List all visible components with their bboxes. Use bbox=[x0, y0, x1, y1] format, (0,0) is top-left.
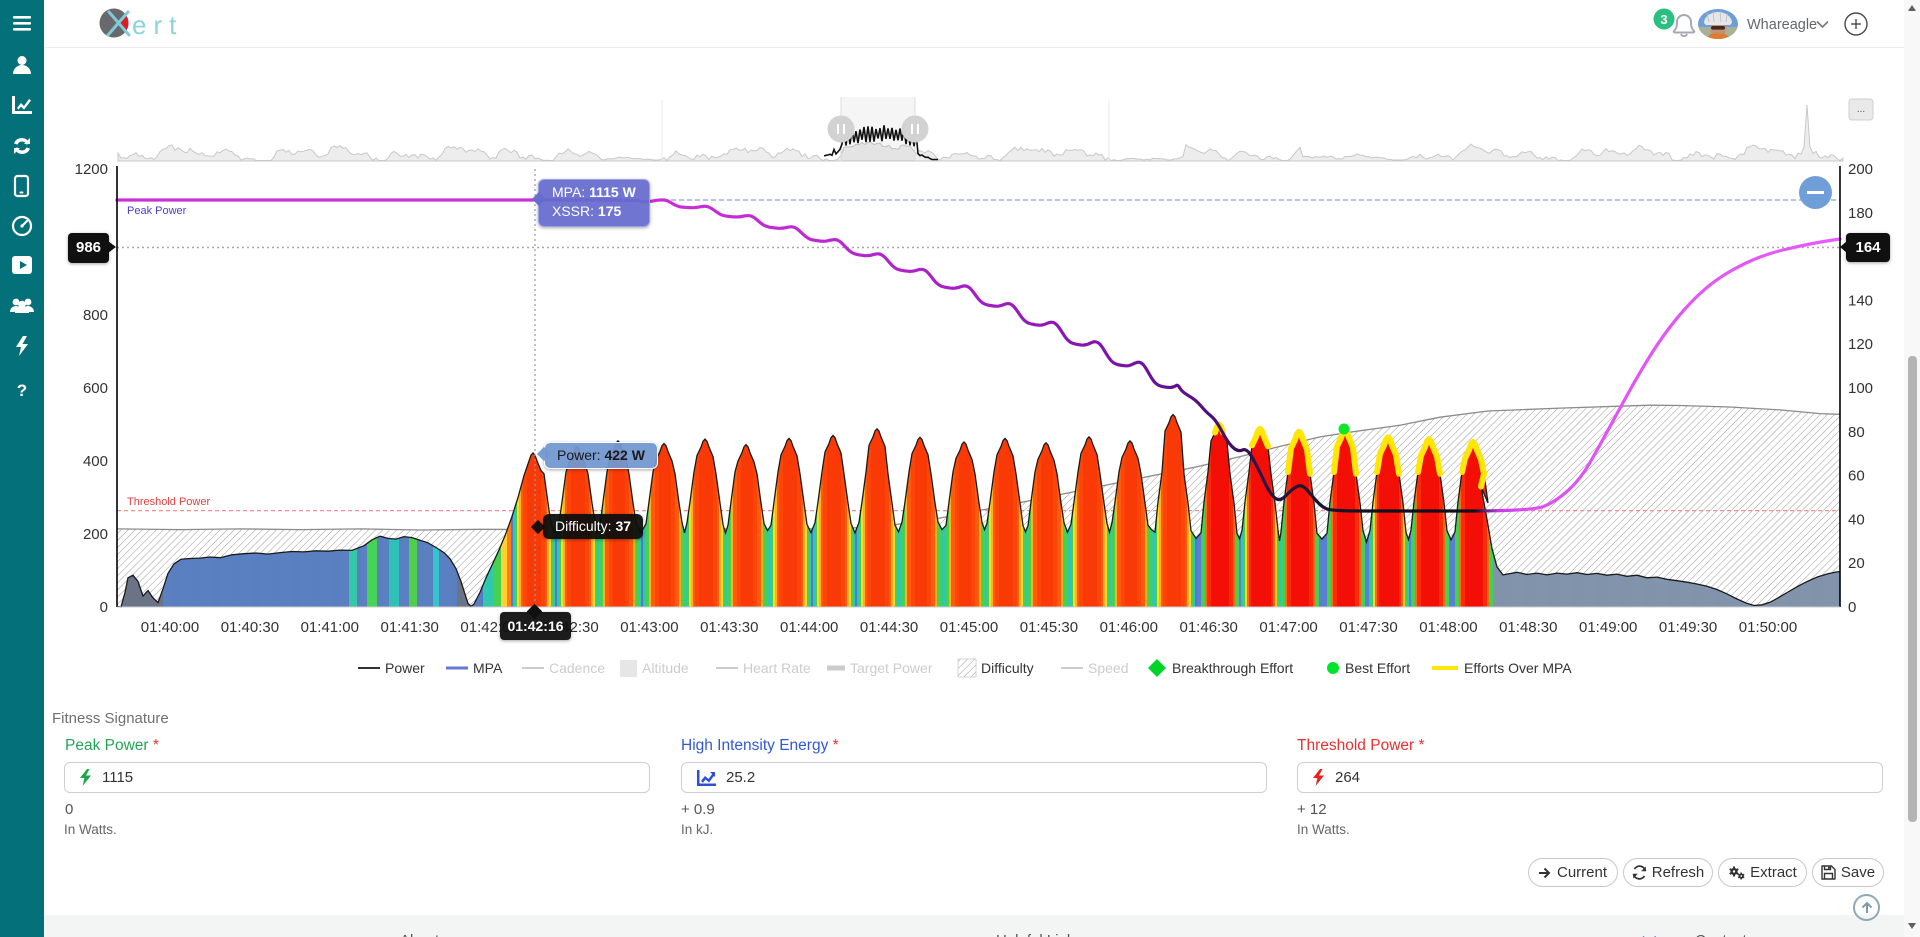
svg-text:Peak Power: Peak Power bbox=[127, 205, 187, 217]
svg-text:800: 800 bbox=[83, 307, 108, 324]
svg-text:0: 0 bbox=[100, 599, 108, 616]
svg-text:01:44:00: 01:44:00 bbox=[780, 619, 838, 636]
svg-text:ert: ert bbox=[132, 10, 183, 40]
svg-text:01:47:00: 01:47:00 bbox=[1259, 619, 1317, 636]
svg-text:Speed: Speed bbox=[1088, 660, 1128, 676]
svg-text:MPA: MPA bbox=[473, 660, 503, 676]
svg-text:01:41:30: 01:41:30 bbox=[381, 619, 439, 636]
svg-text:200: 200 bbox=[1848, 161, 1873, 178]
svg-text:0: 0 bbox=[1848, 599, 1856, 616]
svg-text:Altitude: Altitude bbox=[642, 660, 689, 676]
svg-text:120: 120 bbox=[1848, 336, 1873, 353]
svg-text:01:47:30: 01:47:30 bbox=[1339, 619, 1397, 636]
svg-text:Cadence: Cadence bbox=[549, 660, 605, 676]
svg-text:01:50:00: 01:50:00 bbox=[1739, 619, 1797, 636]
svg-text:Power: Power bbox=[385, 660, 425, 676]
svg-text:600: 600 bbox=[83, 380, 108, 397]
svg-text:400: 400 bbox=[83, 453, 108, 470]
svg-text:180: 180 bbox=[1848, 205, 1873, 222]
svg-text:60: 60 bbox=[1848, 468, 1865, 485]
svg-text:80: 80 bbox=[1848, 424, 1865, 441]
svg-text:01:44:30: 01:44:30 bbox=[860, 619, 918, 636]
svg-text:01:41:00: 01:41:00 bbox=[301, 619, 359, 636]
svg-text:01:48:00: 01:48:00 bbox=[1419, 619, 1477, 636]
svg-text:140: 140 bbox=[1848, 292, 1873, 309]
svg-text:...: ... bbox=[1857, 104, 1865, 115]
svg-text:01:40:30: 01:40:30 bbox=[221, 619, 279, 636]
svg-text:Best Effort: Best Effort bbox=[1345, 660, 1410, 676]
svg-text:100: 100 bbox=[1848, 380, 1873, 397]
svg-text:Difficulty: Difficulty bbox=[981, 660, 1034, 676]
svg-text:01:43:30: 01:43:30 bbox=[700, 619, 758, 636]
svg-text:01:45:30: 01:45:30 bbox=[1020, 619, 1078, 636]
svg-text:01:43:00: 01:43:00 bbox=[620, 619, 678, 636]
svg-text:01:49:00: 01:49:00 bbox=[1579, 619, 1637, 636]
svg-text:01:46:30: 01:46:30 bbox=[1180, 619, 1238, 636]
svg-text:01:40:00: 01:40:00 bbox=[141, 619, 199, 636]
svg-text:01:49:30: 01:49:30 bbox=[1659, 619, 1717, 636]
svg-text:01:45:00: 01:45:00 bbox=[940, 619, 998, 636]
svg-text:?: ? bbox=[17, 381, 27, 400]
svg-text:3: 3 bbox=[1660, 12, 1667, 27]
svg-text:Heart Rate: Heart Rate bbox=[743, 660, 811, 676]
svg-text:200: 200 bbox=[83, 526, 108, 543]
svg-text:Whareagle: Whareagle bbox=[1747, 17, 1817, 33]
svg-text:01:46:00: 01:46:00 bbox=[1100, 619, 1158, 636]
svg-text:01:48:30: 01:48:30 bbox=[1499, 619, 1557, 636]
svg-text:20: 20 bbox=[1848, 555, 1865, 572]
svg-text:Target Power: Target Power bbox=[850, 660, 933, 676]
svg-text:Threshold Power: Threshold Power bbox=[127, 496, 210, 508]
svg-text:Breakthrough Effort: Breakthrough Effort bbox=[1172, 660, 1293, 676]
svg-text:40: 40 bbox=[1848, 511, 1865, 528]
svg-text:1200: 1200 bbox=[75, 161, 108, 178]
svg-text:Efforts Over MPA: Efforts Over MPA bbox=[1464, 660, 1572, 676]
